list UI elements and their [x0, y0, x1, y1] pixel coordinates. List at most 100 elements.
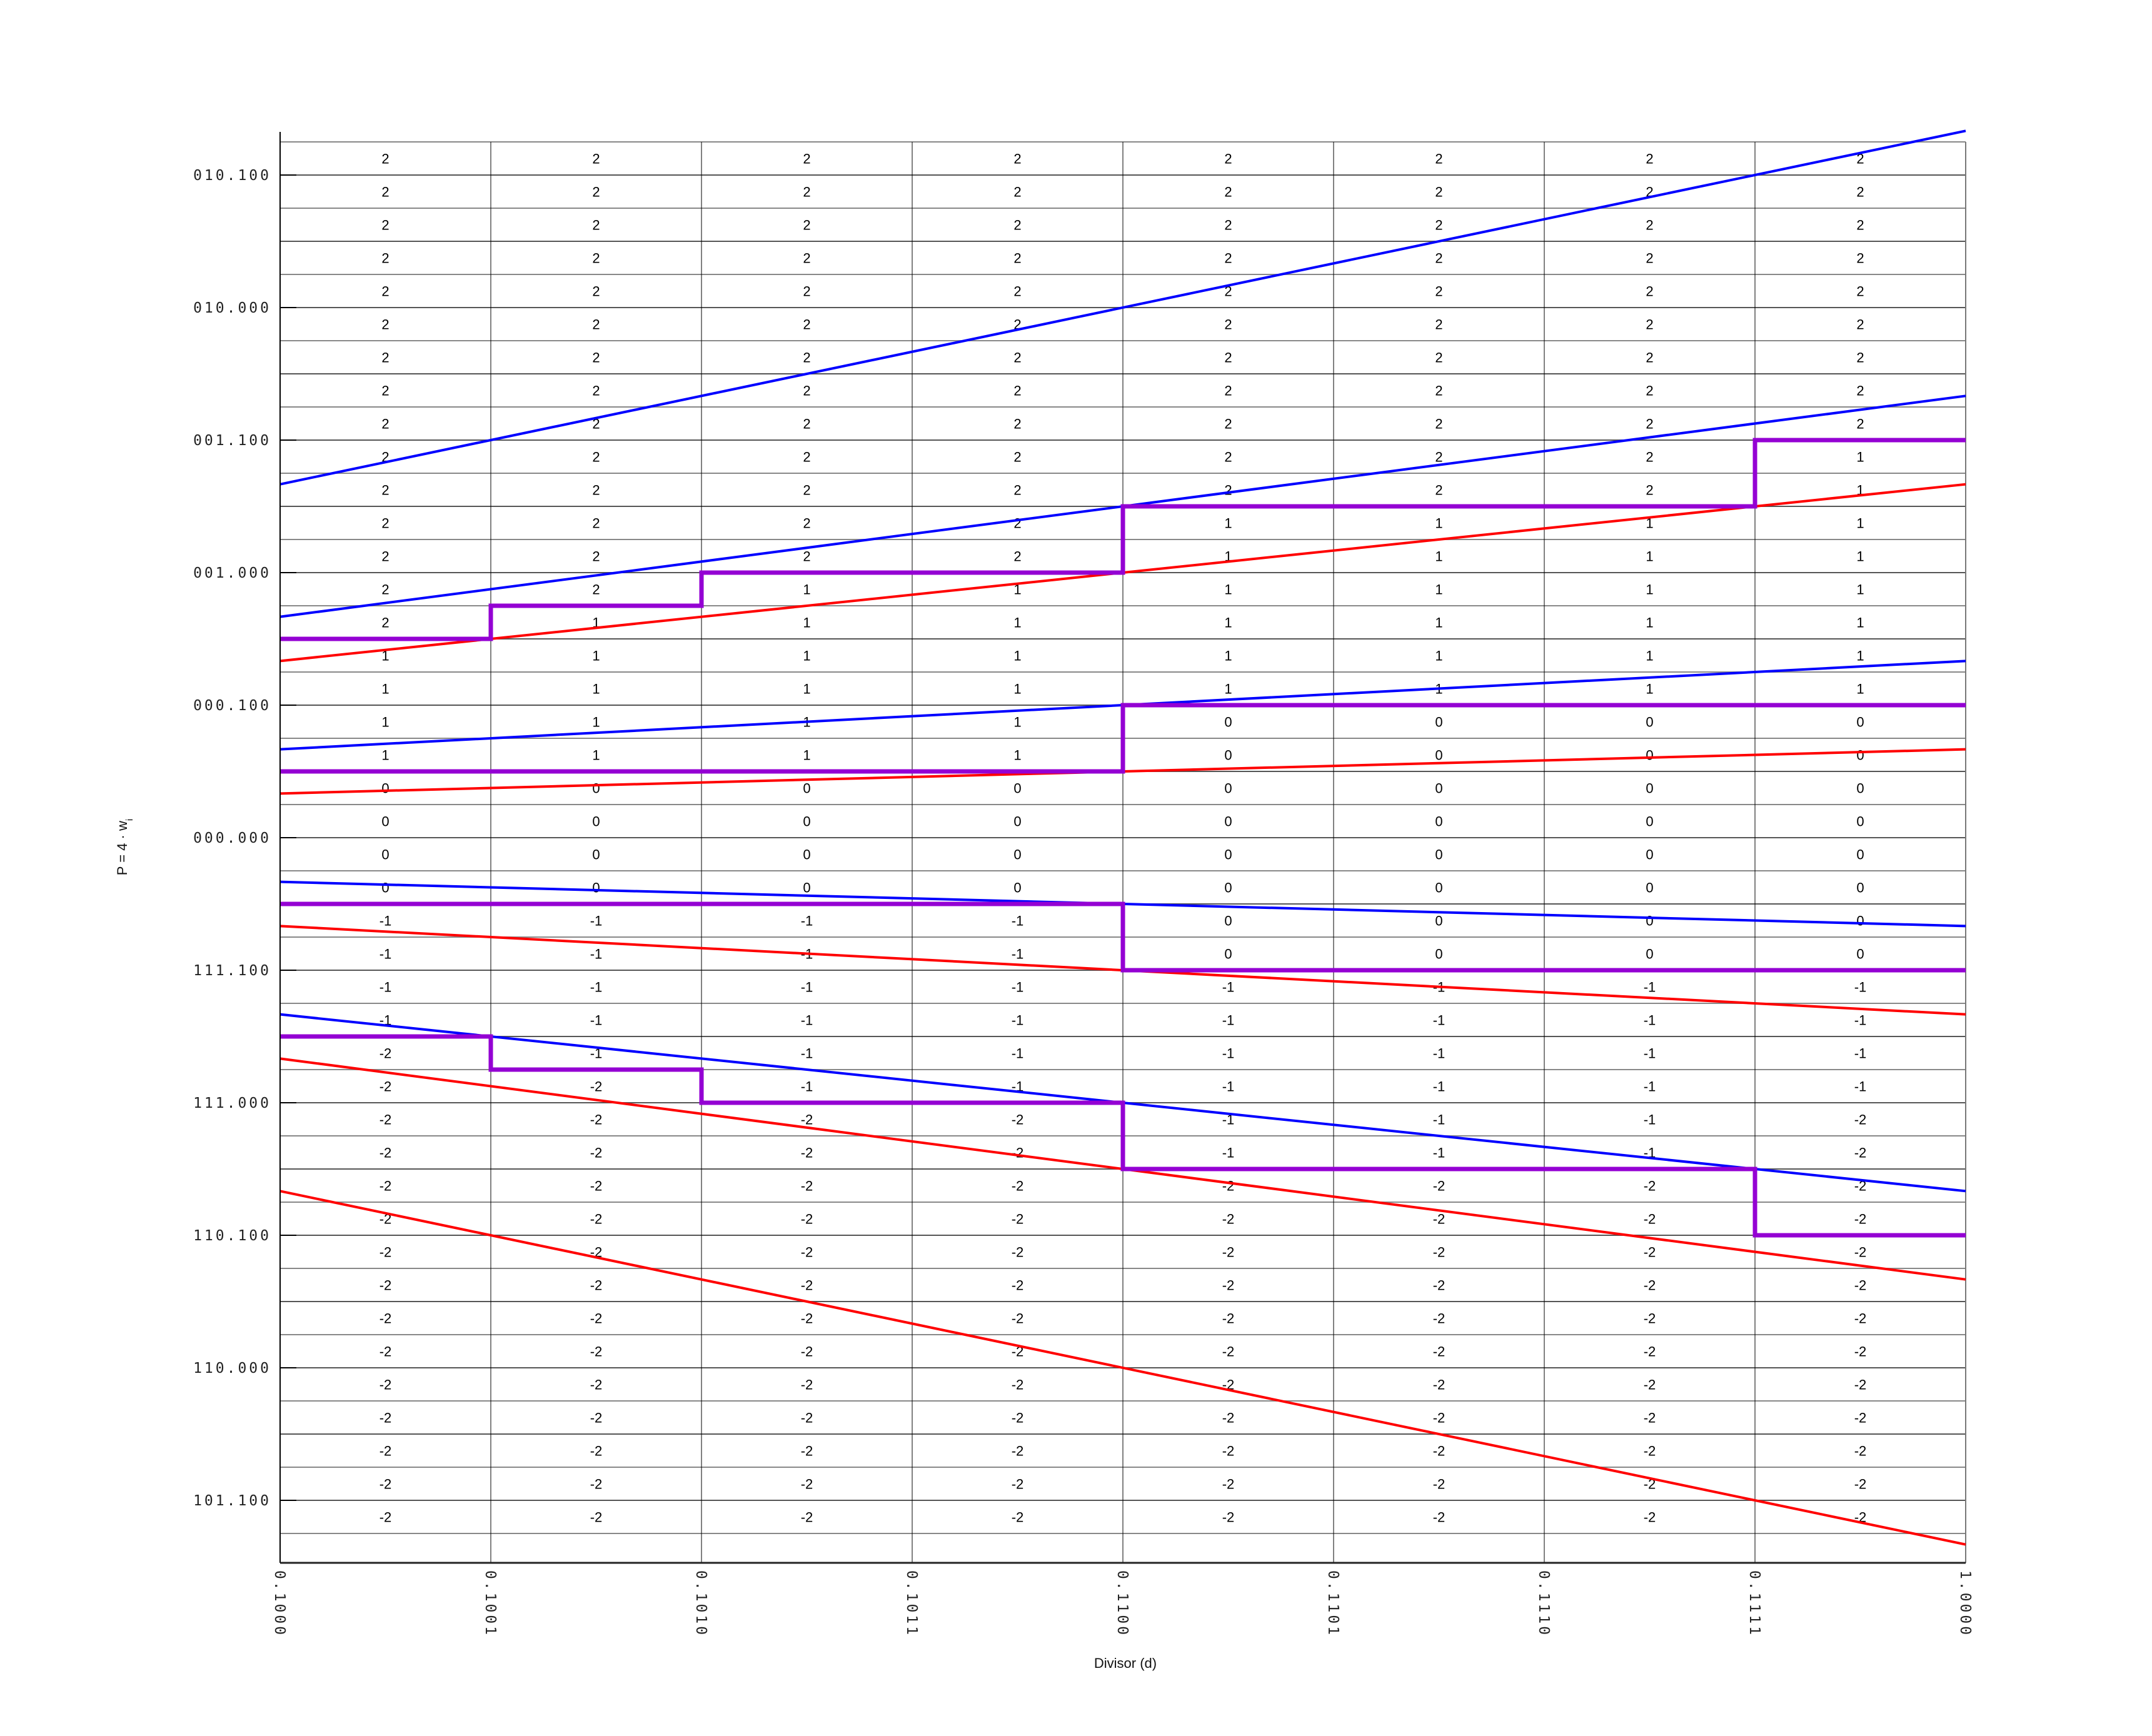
quotient-digit-cell: -2 [1644, 1311, 1656, 1327]
quotient-digit-cell: 2 [592, 184, 600, 200]
quotient-digit-cell: -2 [590, 1443, 603, 1459]
quotient-digit-cell: -2 [380, 1377, 392, 1393]
grid [279, 141, 1966, 1563]
x-tick-label: 0.1001 [482, 1570, 498, 1637]
quotient-digit-cell: -2 [380, 1079, 392, 1095]
quotient-digit-cell: -2 [801, 1311, 813, 1327]
quotient-digit-cell: 2 [1013, 151, 1021, 167]
quotient-digit-cell: -2 [1644, 1178, 1656, 1194]
quotient-digit-cell: -2 [1644, 1477, 1656, 1492]
quotient-digit-cell: 0 [803, 880, 810, 896]
quotient-digit-cell: -2 [1854, 1245, 1867, 1260]
quotient-digit-cell: -2 [1222, 1245, 1235, 1260]
quotient-digit-cell: 2 [1435, 184, 1442, 200]
quotient-digit-cell: 1 [381, 748, 389, 763]
quotient-digit-cell: 2 [1435, 350, 1442, 366]
quotient-digit-cell: 0 [1224, 748, 1232, 763]
quotient-digit-cell: 1 [1013, 615, 1021, 631]
quotient-digit-cell: -1 [801, 980, 813, 995]
quotient-digit-cell: -2 [590, 1410, 603, 1426]
quotient-digit-cell: 2 [592, 549, 600, 564]
quotient-digit-cell: 2 [1435, 218, 1442, 233]
quotient-digit-cell: -2 [1012, 1212, 1024, 1227]
quotient-digit-cell: -2 [801, 1410, 813, 1426]
quotient-digit-cell: -2 [1012, 1410, 1024, 1426]
quotient-digit-cell: 0 [1646, 880, 1653, 896]
quotient-digit-cell: -2 [1012, 1443, 1024, 1459]
x-tick-label: 0.1111 [1746, 1570, 1762, 1637]
quotient-digit-cell: 1 [1646, 549, 1653, 564]
quotient-digit-cell: -2 [1012, 1510, 1024, 1525]
x-tick-label: 0.1110 [1536, 1570, 1552, 1637]
quotient-digit-cell: -2 [380, 1245, 392, 1260]
quotient-digit-cell: 2 [592, 483, 600, 498]
quotient-digit-cell: 1 [1435, 516, 1442, 531]
quotient-digit-cell: 2 [1013, 218, 1021, 233]
quotient-digit-cell: 1 [381, 681, 389, 697]
quotient-digit-cell: 2 [1013, 516, 1021, 531]
quotient-digit-cell: 2 [1224, 284, 1232, 299]
quotient-digit-cell: 2 [1646, 383, 1653, 399]
quotient-digit-cell: 2 [1013, 449, 1021, 465]
quotient-digit-cell: 0 [381, 847, 389, 863]
quotient-digit-cell: -2 [590, 1112, 603, 1128]
quotient-digit-cell: 2 [381, 483, 389, 498]
quotient-digit-cell: -1 [1644, 1046, 1656, 1061]
quotient-digit-cell: 1 [803, 615, 810, 631]
quotient-digit-cell: -2 [380, 1443, 392, 1459]
y-tick-label: 111.100 [193, 963, 271, 979]
quotient-digit-cell: -2 [590, 1145, 603, 1161]
quotient-digit-cell: -2 [590, 1178, 603, 1194]
quotient-digit-cell: -1 [1222, 1145, 1235, 1161]
quotient-digit-cell: -2 [590, 1212, 603, 1227]
quotient-digit-cell: 1 [803, 648, 810, 664]
quotient-digit-cell: -2 [380, 1278, 392, 1293]
red-bound-line [279, 1190, 1966, 1546]
quotient-digit-cell: 1 [1646, 582, 1653, 598]
quotient-digit-cell: 0 [1856, 847, 1864, 863]
quotient-digit-cell: -2 [1433, 1443, 1446, 1459]
quotient-digit-cell: 0 [1224, 814, 1232, 830]
quotient-digit-cell: 1 [1646, 681, 1653, 697]
quotient-digit-cell: -2 [1433, 1311, 1446, 1327]
quotient-digit-cell: 1 [592, 715, 600, 730]
quotient-digit-cell: 0 [1435, 781, 1442, 796]
quotient-digit-cell: 2 [592, 251, 600, 266]
quotient-digit-cell: -1 [590, 946, 603, 962]
selection-thresholds [280, 438, 1966, 1238]
quotient-digit-cell: -2 [1222, 1344, 1235, 1360]
quotient-digit-cell: -2 [1644, 1245, 1656, 1260]
quotient-digit-cell: -2 [1433, 1178, 1446, 1194]
y-tick-label: 101.100 [193, 1493, 271, 1509]
quotient-digit-cell: -1 [1012, 980, 1024, 995]
quotient-digit-cell: 2 [592, 317, 600, 333]
quotient-digit-cell: 0 [1224, 913, 1232, 929]
quotient-digit-cell: 1 [1224, 681, 1232, 697]
quotient-digit-cell: 2 [1435, 383, 1442, 399]
quotient-digit-cell: -2 [801, 1344, 813, 1360]
quotient-digit-cell: 2 [1435, 483, 1442, 498]
quotient-digit-cell: -1 [1854, 1013, 1867, 1028]
quotient-digit-cell: -1 [1433, 1079, 1446, 1095]
y-tick-label: 010.000 [193, 300, 271, 316]
quotient-digit-cell: 1 [381, 715, 389, 730]
quotient-digit-cell: -2 [1854, 1278, 1867, 1293]
quotient-digit-cell: 2 [1013, 483, 1021, 498]
quotient-digit-cell: 0 [1646, 847, 1653, 863]
quotient-digit-cell: -2 [1222, 1178, 1235, 1194]
quotient-digit-cell: -2 [380, 1178, 392, 1194]
quotient-digit-cell: -1 [1012, 1046, 1024, 1061]
quotient-digit-cell: 0 [381, 880, 389, 896]
quotient-digit-cell: -1 [1433, 1112, 1446, 1128]
quotient-digit-cell: 2 [803, 483, 810, 498]
quotient-digit-cell: -1 [1854, 1079, 1867, 1095]
quotient-digit-cell: 2 [803, 516, 810, 531]
quotient-digit-cell: 1 [1646, 648, 1653, 664]
quotient-digit-cell: -2 [590, 1311, 603, 1327]
quotient-digit-cell: -1 [590, 1013, 603, 1028]
quotient-digit-cell: -2 [380, 1046, 392, 1061]
quotient-digit-cell: 2 [592, 383, 600, 399]
quotient-digit-cell: -2 [590, 1477, 603, 1492]
quotient-digit-cell: -2 [1644, 1278, 1656, 1293]
axes: 010.100 010.000 001.100 001.000 000.100 000.0… [193, 132, 1973, 1637]
